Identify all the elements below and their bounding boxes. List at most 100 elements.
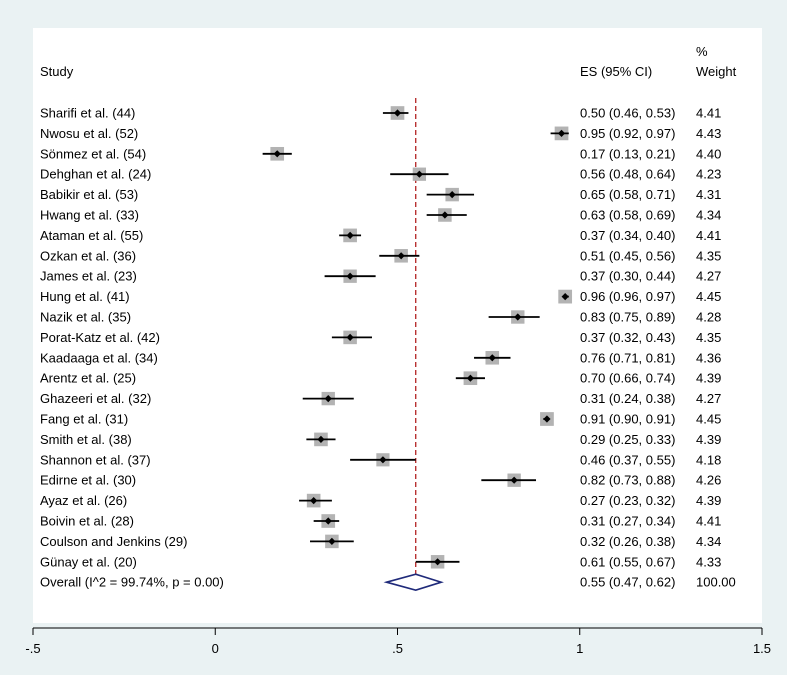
plot-panel [33,28,762,623]
study-weight: 4.27 [696,391,721,406]
study-es-ci: 0.70 (0.66, 0.74) [580,371,675,386]
study-es-ci: 0.65 (0.58, 0.71) [580,187,675,202]
forest-marks [262,98,573,592]
point-estimate [317,435,325,443]
study-es-ci: 0.31 (0.27, 0.34) [580,514,675,529]
study-label: Hwang et al. (33) [40,208,139,223]
overall-es-ci: 0.55 (0.47, 0.62) [580,575,675,590]
study-es-ci: 0.95 (0.92, 0.97) [580,126,675,141]
study-weight: 4.27 [696,269,721,284]
header-study: Study [40,64,74,79]
study-label: Coulson and Jenkins (29) [40,534,187,549]
study-label: Nazik et al. (35) [40,310,131,325]
header-es-ci: ES (95% CI) [580,64,652,79]
study-label: Ayaz et al. (26) [40,493,127,508]
study-es-ci: 0.29 (0.25, 0.33) [580,432,675,447]
study-es-ci: 0.91 (0.90, 0.91) [580,412,675,427]
overall-label: Overall (I^2 = 99.74%, p = 0.00) [40,575,224,590]
study-rows: Sharifi et al. (44) 0.50 (0.46, 0.53) 4.41… [40,106,736,590]
x-tick-label: 1.5 [753,641,771,656]
point-estimate [393,109,402,117]
study-label: Sharifi et al. (44) [40,106,135,121]
header-weight: Weight [696,64,737,79]
study-weight: 4.39 [696,371,721,386]
study-weight: 4.45 [696,289,721,304]
study-label: Fang et al. (31) [40,412,128,427]
study-label: Edirne et al. (30) [40,473,136,488]
study-weight: 4.45 [696,412,721,427]
study-weight: 4.35 [696,248,721,263]
point-estimate [328,537,336,545]
study-weight: 4.36 [696,350,721,365]
study-label: Smith et al. (38) [40,432,132,447]
study-es-ci: 0.31 (0.24, 0.38) [580,391,675,406]
study-label: Dehghan et al. (24) [40,167,151,182]
study-es-ci: 0.63 (0.58, 0.69) [580,208,675,223]
study-es-ci: 0.61 (0.55, 0.67) [580,554,675,569]
study-es-ci: 0.37 (0.34, 0.40) [580,228,675,243]
point-estimate [514,313,522,321]
x-axis: -.5 0 .5 1 1.5 [25,627,771,656]
study-label: Boivin et al. (28) [40,514,134,529]
study-label: Hung et al. (41) [40,289,130,304]
study-label: James et al. (23) [40,269,137,284]
header-weight-percent: % [696,44,708,59]
study-es-ci: 0.96 (0.96, 0.97) [580,289,675,304]
point-estimate [379,456,387,464]
point-estimate [397,252,405,260]
study-weight: 4.39 [696,432,721,447]
overall-diamond [383,573,444,592]
study-label: Kaadaaga et al. (34) [40,350,158,365]
study-weight: 4.18 [696,452,721,467]
study-label: Ozkan et al. (36) [40,248,136,263]
point-estimate [346,333,354,341]
point-estimate [561,293,569,301]
study-label: Porat-Katz et al. (42) [40,330,160,345]
study-es-ci: 0.27 (0.23, 0.32) [580,493,675,508]
point-estimate [324,517,332,525]
study-weight: 4.33 [696,554,721,569]
study-weight: 4.40 [696,146,721,161]
study-weight: 4.31 [696,187,721,202]
study-weight: 4.26 [696,473,721,488]
point-estimate [415,170,423,178]
x-tick-label: 0 [212,641,219,656]
x-tick-label: 1 [576,641,583,656]
study-label: Babikir et al. (53) [40,187,138,202]
point-estimate [346,272,354,280]
study-weight: 4.41 [696,106,721,121]
point-estimate [488,354,496,362]
study-label: Nwosu et al. (52) [40,126,138,141]
study-weight: 4.28 [696,310,721,325]
study-weight: 4.23 [696,167,721,182]
point-estimate [557,129,566,137]
study-label: Ghazeeri et al. (32) [40,391,151,406]
study-label: Shannon et al. (37) [40,452,151,467]
study-label: Sönmez et al. (54) [40,146,146,161]
study-es-ci: 0.76 (0.71, 0.81) [580,350,675,365]
point-estimate [324,395,332,403]
study-label: Günay et al. (20) [40,554,137,569]
point-estimate [433,558,442,566]
study-weight: 4.35 [696,330,721,345]
point-estimate [310,497,318,505]
study-es-ci: 0.83 (0.75, 0.89) [580,310,675,325]
study-es-ci: 0.50 (0.46, 0.53) [580,106,675,121]
study-es-ci: 0.37 (0.30, 0.44) [580,269,675,284]
study-label: Ataman et al. (55) [40,228,143,243]
point-estimate [346,231,354,239]
point-estimate [273,150,281,158]
study-label: Arentz et al. (25) [40,371,136,386]
study-es-ci: 0.51 (0.45, 0.56) [580,248,675,263]
point-estimate [448,191,456,199]
study-es-ci: 0.82 (0.73, 0.88) [580,473,675,488]
point-estimate [543,415,551,423]
x-tick-label: .5 [392,641,403,656]
x-tick-label: -.5 [25,641,40,656]
study-weight: 4.41 [696,514,721,529]
study-es-ci: 0.56 (0.48, 0.64) [580,167,675,182]
overall-weight: 100.00 [696,575,736,590]
study-weight: 4.39 [696,493,721,508]
study-weight: 4.43 [696,126,721,141]
